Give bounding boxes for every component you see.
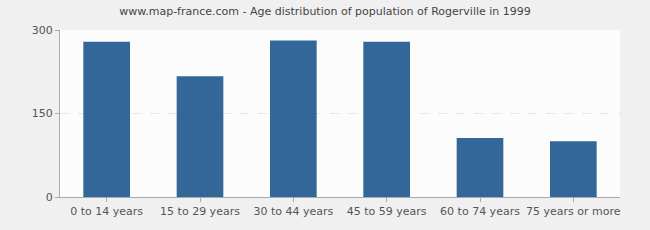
svg-text:www.map-france.com - Age distr: www.map-france.com - Age distribution of… xyxy=(119,5,531,18)
svg-text:30 to 44 years: 30 to 44 years xyxy=(253,205,333,218)
svg-text:0: 0 xyxy=(46,191,53,204)
svg-text:15 to 29 years: 15 to 29 years xyxy=(160,205,240,218)
svg-text:0 to 14 years: 0 to 14 years xyxy=(70,205,143,218)
svg-text:60 to 74 years: 60 to 74 years xyxy=(440,205,520,218)
svg-text:150: 150 xyxy=(32,107,53,120)
svg-text:75 years or more: 75 years or more xyxy=(526,205,621,218)
svg-text:45 to 59 years: 45 to 59 years xyxy=(347,205,427,218)
svg-text:300: 300 xyxy=(32,24,53,37)
